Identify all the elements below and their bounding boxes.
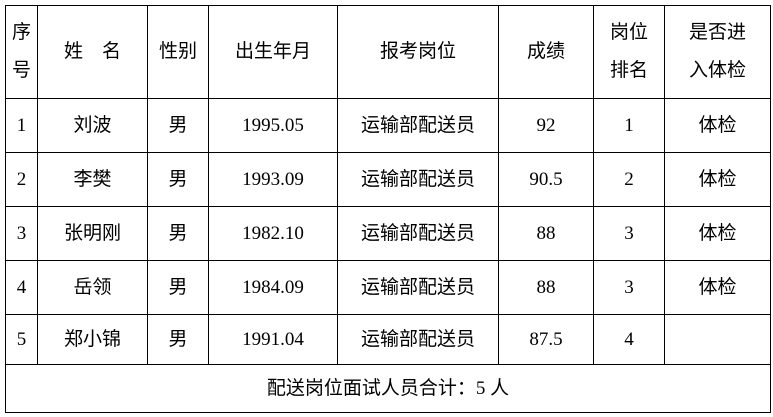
cell-birth: 1984.09 — [208, 260, 338, 315]
cell-position: 运输部配送员 — [337, 314, 499, 365]
header-medical-check: 是否进 入体检 — [664, 5, 771, 99]
cell-position: 运输部配送员 — [337, 98, 499, 153]
cell-index: 2 — [5, 152, 38, 207]
cell-index: 4 — [5, 260, 38, 315]
cell-name: 郑小锦 — [37, 314, 148, 365]
header-rank-line2: 排名 — [609, 60, 648, 82]
header-serial-line1: 序 — [11, 21, 31, 43]
cell-gender: 男 — [147, 260, 209, 315]
cell-score: 87.5 — [498, 314, 594, 365]
table-footer-row: 配送岗位面试人员合计：5 人 — [5, 364, 771, 413]
cell-score: 92 — [498, 98, 594, 153]
cell-index: 5 — [5, 314, 38, 365]
cell-birth: 1991.04 — [208, 314, 338, 365]
cell-rank: 1 — [593, 98, 665, 153]
cell-name: 李樊 — [37, 152, 148, 207]
cell-rank: 3 — [593, 206, 665, 261]
cell-gender: 男 — [147, 314, 209, 365]
table-row: 5 郑小锦 男 1991.04 运输部配送员 87.5 4 — [5, 314, 771, 365]
cell-index: 3 — [5, 206, 38, 261]
cell-gender: 男 — [147, 152, 209, 207]
header-serial-number: 序 号 — [5, 5, 38, 99]
cell-birth: 1995.05 — [208, 98, 338, 153]
cell-index: 1 — [5, 98, 38, 153]
table-row: 3 张明刚 男 1982.10 运输部配送员 88 3 体检 — [5, 206, 771, 261]
cell-score: 88 — [498, 260, 594, 315]
cell-score: 90.5 — [498, 152, 594, 207]
header-medical-line2: 入体检 — [688, 60, 746, 82]
header-medical-line1: 是否进 — [688, 21, 746, 43]
cell-name: 岳领 — [37, 260, 148, 315]
table-row: 4 岳领 男 1984.09 运输部配送员 88 3 体检 — [5, 260, 771, 315]
header-rank-line1: 岗位 — [609, 21, 648, 43]
cell-name: 刘波 — [37, 98, 148, 153]
cell-name: 张明刚 — [37, 206, 148, 261]
cell-birth: 1982.10 — [208, 206, 338, 261]
cell-gender: 男 — [147, 98, 209, 153]
cell-rank: 3 — [593, 260, 665, 315]
header-name: 姓 名 — [37, 5, 148, 99]
header-position: 报考岗位 — [337, 5, 499, 99]
cell-rank: 4 — [593, 314, 665, 365]
header-score: 成绩 — [498, 5, 594, 99]
cell-rank: 2 — [593, 152, 665, 207]
header-serial-line2: 号 — [11, 60, 31, 82]
cell-medical: 体检 — [664, 98, 771, 153]
cell-position: 运输部配送员 — [337, 260, 499, 315]
header-gender: 性别 — [147, 5, 209, 99]
cell-gender: 男 — [147, 206, 209, 261]
interview-results-table: 序 号 姓 名 性别 出生年月 报考岗位 成绩 岗位 排名 是否 — [5, 5, 771, 413]
header-birth-date: 出生年月 — [208, 5, 338, 99]
cell-position: 运输部配送员 — [337, 206, 499, 261]
footer-total-text: 配送岗位面试人员合计：5 人 — [5, 364, 771, 413]
table-row: 1 刘波 男 1995.05 运输部配送员 92 1 体检 — [5, 98, 771, 153]
cell-medical: 体检 — [664, 152, 771, 207]
cell-position: 运输部配送员 — [337, 152, 499, 207]
cell-medical: 体检 — [664, 206, 771, 261]
cell-medical — [664, 314, 771, 365]
cell-medical: 体检 — [664, 260, 771, 315]
table-header-row: 序 号 姓 名 性别 出生年月 报考岗位 成绩 岗位 排名 是否 — [5, 5, 771, 99]
table-row: 2 李樊 男 1993.09 运输部配送员 90.5 2 体检 — [5, 152, 771, 207]
cell-birth: 1993.09 — [208, 152, 338, 207]
cell-score: 88 — [498, 206, 594, 261]
header-rank: 岗位 排名 — [593, 5, 665, 99]
